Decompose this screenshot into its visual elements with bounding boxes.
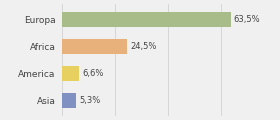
Text: 5,3%: 5,3%: [79, 96, 100, 105]
Text: 63,5%: 63,5%: [234, 15, 260, 24]
Bar: [62, 66, 79, 81]
Text: 24,5%: 24,5%: [130, 42, 156, 51]
Text: 6,6%: 6,6%: [82, 69, 104, 78]
Bar: [62, 12, 230, 27]
Bar: [62, 93, 76, 108]
Bar: [62, 39, 127, 54]
